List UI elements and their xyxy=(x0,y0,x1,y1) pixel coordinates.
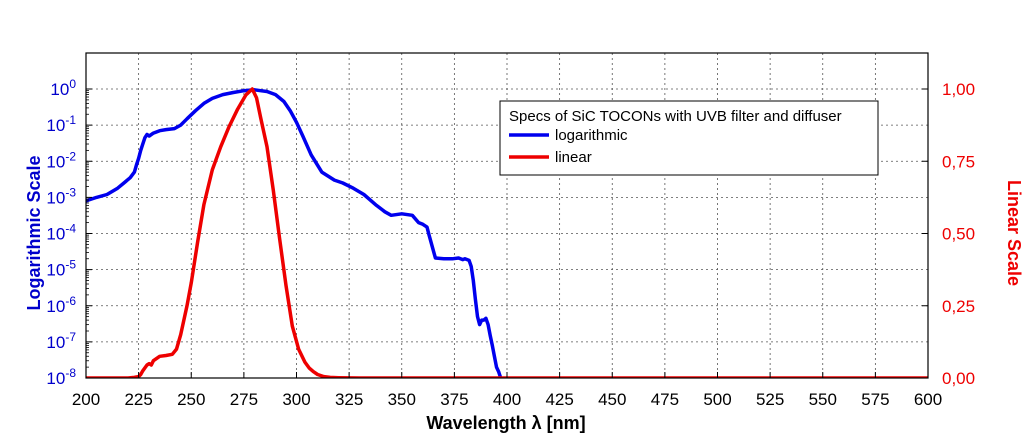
y-left-tick-label: 10-5 xyxy=(46,258,76,280)
x-tick-label: 575 xyxy=(861,390,889,409)
y-left-tick-label: 10-4 xyxy=(46,222,76,244)
legend: Specs of SiC TOCONs with UVB filter and … xyxy=(499,100,879,176)
y-left-tick-label: 10-1 xyxy=(46,113,76,135)
x-tick-label: 350 xyxy=(388,390,416,409)
x-tick-label: 275 xyxy=(230,390,258,409)
y-left-axis-ticks: 100 10-1 10-2 10-3 10-4 10-5 10-6 10-7 10-8 xyxy=(46,77,92,388)
series-line-linear xyxy=(86,87,928,378)
x-tick-label: 225 xyxy=(124,390,152,409)
x-tick-label: 550 xyxy=(809,390,837,409)
y-left-tick-label: 10-8 xyxy=(46,366,76,388)
y-left-axis-title: Logarithmic Scale xyxy=(24,155,44,310)
x-tick-label: 300 xyxy=(282,390,310,409)
legend-box xyxy=(499,100,879,176)
y-left-tick-label: 10-6 xyxy=(46,294,76,316)
x-tick-label: 600 xyxy=(914,390,942,409)
y-left-tick-label: 100 xyxy=(50,77,76,99)
y-left-tick-label: 10-2 xyxy=(46,149,76,171)
x-tick-label: 325 xyxy=(335,390,363,409)
y-right-tick-label: 0,25 xyxy=(942,297,975,316)
legend-label-logarithmic: logarithmic xyxy=(555,127,628,144)
x-tick-label: 500 xyxy=(703,390,731,409)
x-tick-label: 450 xyxy=(598,390,626,409)
grid xyxy=(86,53,928,378)
y-right-axis-title: Linear Scale xyxy=(1004,180,1024,286)
y-right-axis-ticks: 1,00 0,75 0,50 0,25 0,00 xyxy=(922,80,975,388)
legend-title: Specs of SiC TOCONs with UVB filter and … xyxy=(509,108,842,125)
y-left-tick-label: 10-7 xyxy=(46,330,76,352)
y-right-tick-label: 1,00 xyxy=(942,80,975,99)
y-right-tick-label: 0,50 xyxy=(942,225,975,244)
y-left-tick-label: 10-3 xyxy=(46,185,76,207)
x-tick-label: 425 xyxy=(545,390,573,409)
x-tick-label: 475 xyxy=(651,390,679,409)
legend-label-linear: linear xyxy=(555,149,592,166)
x-tick-label: 525 xyxy=(756,390,784,409)
x-tick-label: 250 xyxy=(177,390,205,409)
x-axis-title: Wavelength λ [nm] xyxy=(426,413,585,433)
series-line-logarithmic xyxy=(86,88,503,378)
y-right-tick-label: 0,75 xyxy=(942,152,975,171)
series-layer xyxy=(86,87,928,378)
x-tick-label: 375 xyxy=(440,390,468,409)
x-tick-label: 400 xyxy=(493,390,521,409)
y-right-tick-label: 0,00 xyxy=(942,369,975,388)
x-tick-label: 200 xyxy=(72,390,100,409)
x-axis-ticks: 200 225 250 275 300 325 350 375 400 425 450 475 500 5… xyxy=(72,372,942,409)
